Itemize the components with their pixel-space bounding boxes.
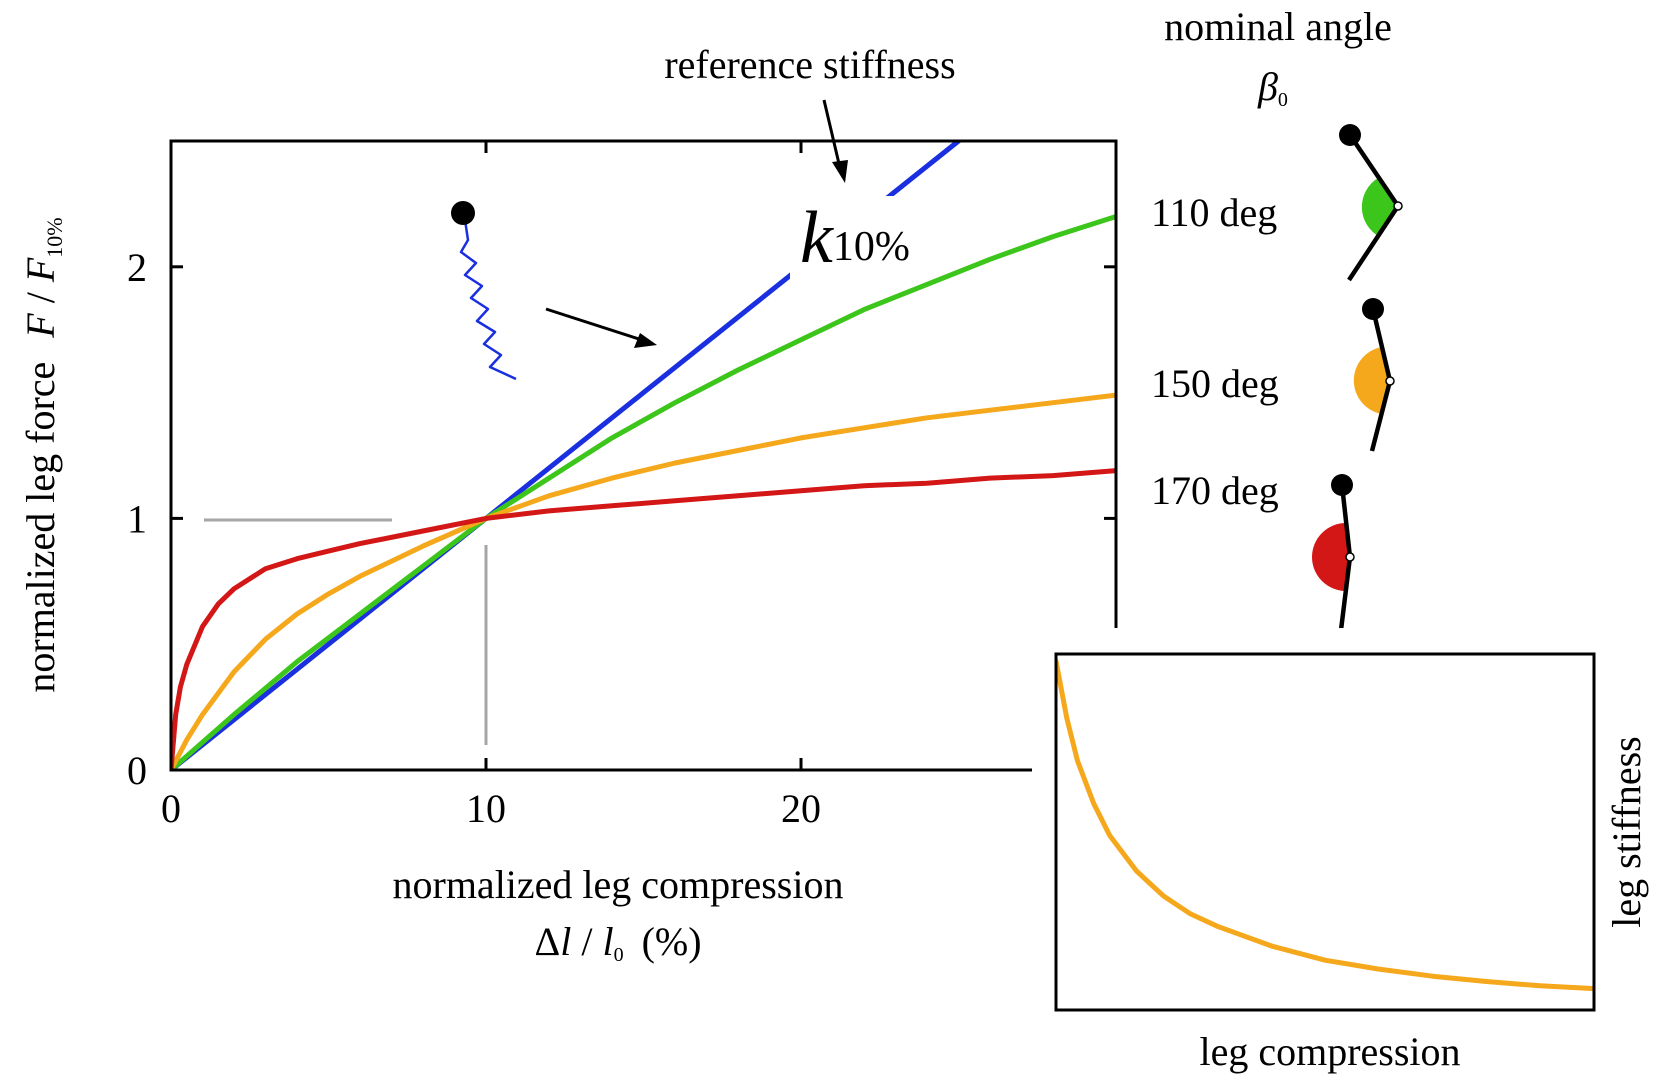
reference-arrow [822, 99, 848, 183]
legend: nominal angle β0 110 deg 150 deg 170 d [1151, 4, 1403, 631]
inset-series [1056, 658, 1594, 992]
y-tick-label-1: 1 [127, 496, 147, 541]
y-axis-F10: F [18, 257, 63, 283]
main-series [171, 141, 1116, 770]
inset-chart: leg compression leg stiffness [1032, 628, 1662, 1074]
inset-x-axis-title: leg compression [1199, 1029, 1460, 1074]
k-label-subscript: 10% [833, 224, 910, 270]
x-tick-label-0: 0 [161, 786, 181, 831]
y-axis-slash: / [18, 282, 63, 313]
reference-stiffness-label: reference stiffness [664, 42, 955, 87]
x-axis-title-math: Δl / l0 (%) [534, 919, 701, 966]
inset-y-axis-title: leg stiffness [1604, 736, 1649, 927]
k-label-symbol: k [800, 197, 834, 279]
spring-icon [451, 201, 517, 381]
series-line-170 [171, 468, 1116, 770]
leg-icon-110 [1339, 124, 1403, 282]
y-tick-label-2: 2 [127, 245, 147, 290]
y-tick-label-0: 0 [127, 748, 147, 793]
series-line-110 [171, 214, 1116, 770]
main-axis-ticks: 0 10 20 0 1 2 [127, 141, 1116, 831]
x-axis-l: l [560, 919, 571, 964]
legend-beta: β [1257, 64, 1278, 109]
legend-title: nominal angle [1164, 4, 1392, 49]
inset-plot-frame [1054, 652, 1596, 1012]
x-axis-slash: / [571, 919, 602, 964]
inset-background [1032, 628, 1662, 1074]
main-plot-frame [169, 139, 1118, 772]
legend-symbol: β0 [1257, 64, 1288, 111]
x-axis-unit: (%) [642, 919, 702, 964]
legend-label-150: 150 deg [1151, 361, 1279, 406]
y-axis-title: normalized leg forceF / F10% [18, 217, 67, 692]
x-axis-l0: l [602, 919, 613, 964]
k-label: k10% [800, 197, 910, 279]
series-line-reference [171, 141, 963, 770]
y-axis-F: F [18, 313, 63, 339]
series-line-150 [171, 392, 1116, 770]
x-axis-title: normalized leg compression [393, 862, 844, 907]
leg-icon-150 [1353, 298, 1395, 452]
legend-entry-150: 150 deg [1151, 298, 1395, 452]
inset-series-line-150 [1056, 658, 1594, 992]
legend-label-110: 110 deg [1151, 190, 1277, 235]
y-axis-F10-subscript: 10% [42, 217, 67, 257]
k-label-background [790, 196, 920, 280]
legend-entry-110: 110 deg [1151, 124, 1403, 282]
spring-arrow [545, 307, 657, 348]
y-axis-label: normalized leg force [18, 362, 63, 693]
x-tick-label-10: 10 [466, 786, 506, 831]
leg-icon-170 [1312, 474, 1355, 631]
guide-lines [204, 518, 488, 745]
x-tick-label-20: 20 [781, 786, 821, 831]
x-axis-delta: Δ [534, 919, 560, 964]
legend-entry-170: 170 deg [1151, 468, 1355, 631]
legend-label-170: 170 deg [1151, 468, 1279, 513]
x-axis-l0-subscript: 0 [614, 944, 624, 966]
legend-beta-subscript: 0 [1278, 89, 1288, 111]
